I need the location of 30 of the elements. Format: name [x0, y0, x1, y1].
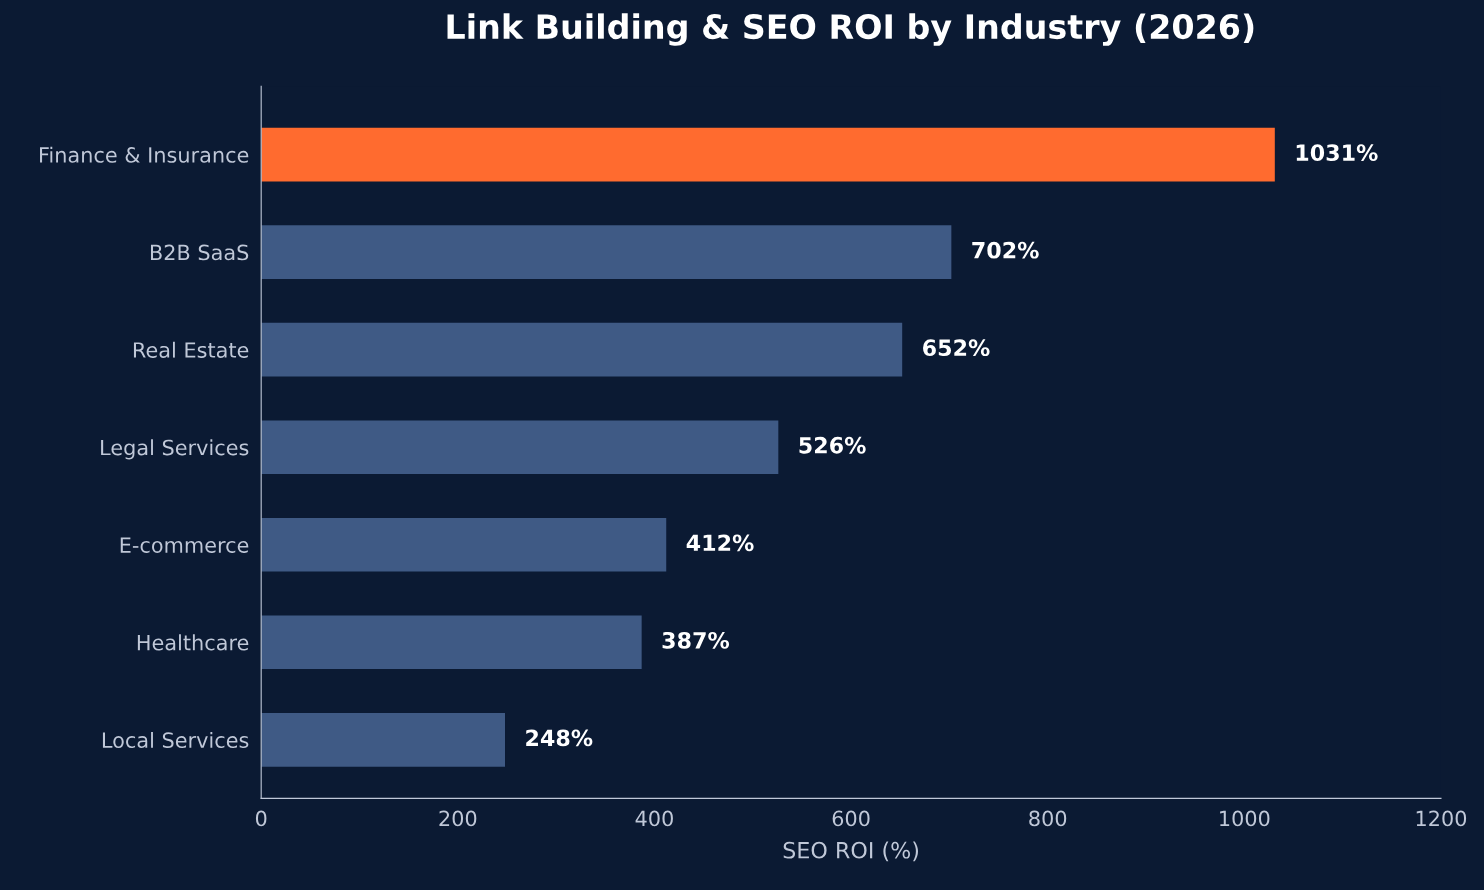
chart-title: Link Building & SEO ROI by Industry (2026) — [447, 13, 1254, 46]
x-tick-label: 1200 — [1416, 810, 1467, 827]
x-tick-label: 200 — [439, 810, 477, 827]
data-label: 652% — [923, 339, 990, 357]
data-label: 248% — [526, 729, 593, 747]
x-tick-label: 400 — [635, 810, 673, 827]
x-tick-label: 0 — [255, 810, 267, 827]
x-tick-label: 1000 — [1220, 810, 1270, 827]
data-label: 526% — [799, 436, 866, 454]
bar — [261, 225, 952, 279]
data-label: 387% — [662, 631, 730, 649]
bar — [261, 127, 1275, 182]
y-tick-label: E-commerce — [120, 537, 249, 553]
bar — [261, 322, 903, 377]
data-label: 1031% — [1296, 144, 1378, 162]
data-label: 412% — [686, 534, 754, 552]
y-tick-label: Local Services — [102, 731, 249, 749]
bar — [261, 712, 506, 767]
x-tick-label: 800 — [1029, 810, 1067, 827]
bar — [261, 615, 642, 670]
y-tick-label: Legal Services — [101, 439, 249, 460]
y-tick-label: Healthcare — [137, 634, 249, 651]
y-tick-label: Finance & Insurance — [40, 146, 249, 163]
x-axis-title: SEO ROI (%) — [783, 841, 919, 862]
bar — [261, 517, 667, 572]
y-tick-label: Real Estate — [133, 341, 249, 358]
y-tick-label: B2B SaaS — [150, 244, 249, 261]
bar — [261, 420, 779, 475]
data-label: 702% — [972, 241, 1039, 259]
x-tick-label: 600 — [832, 810, 870, 827]
